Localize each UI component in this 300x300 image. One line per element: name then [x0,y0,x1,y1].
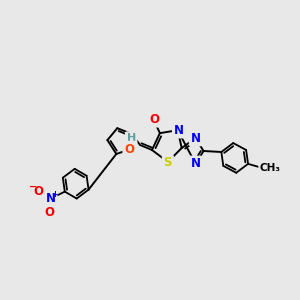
Text: +: + [51,190,58,199]
Text: H: H [127,133,136,143]
Text: O: O [33,185,43,198]
Text: N: N [190,158,201,170]
Text: N: N [174,124,184,137]
Text: O: O [124,142,134,155]
Text: S: S [164,156,172,170]
Text: −: − [29,182,37,192]
Text: N: N [190,132,201,145]
Text: O: O [149,113,159,126]
Text: CH₃: CH₃ [260,163,280,173]
Text: O: O [44,206,54,219]
Text: N: N [46,192,56,205]
